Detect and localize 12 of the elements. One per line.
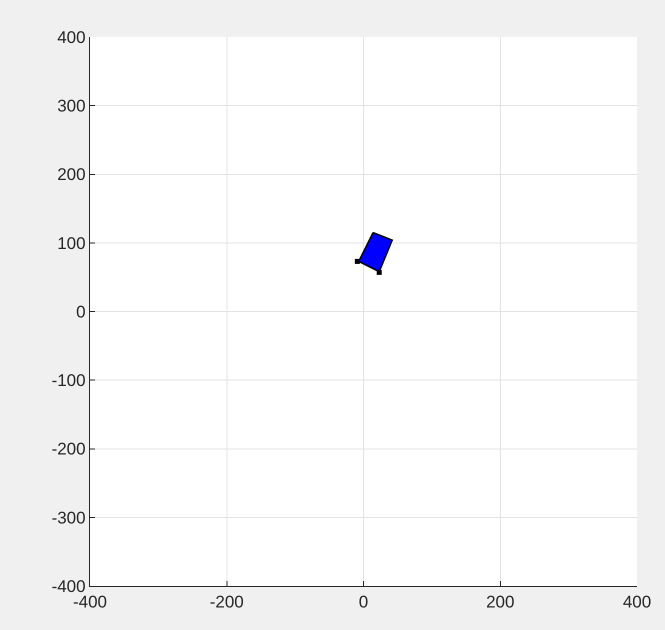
y-tick-label: 0 [76, 302, 86, 322]
y-tick-label: -300 [52, 508, 86, 528]
x-tick-label: 200 [486, 592, 514, 612]
x-tick-label: -200 [210, 592, 244, 612]
y-tick-label: 200 [57, 165, 86, 184]
y-tick-label: -200 [52, 440, 86, 459]
y-tick-label: 300 [57, 96, 86, 116]
x-tick-label: 400 [622, 592, 652, 612]
y-tick-label: -100 [52, 371, 86, 390]
y-tick-label: 400 [57, 28, 86, 47]
y-tick-label: 100 [57, 234, 86, 253]
x-tick-label: 0 [358, 592, 368, 612]
